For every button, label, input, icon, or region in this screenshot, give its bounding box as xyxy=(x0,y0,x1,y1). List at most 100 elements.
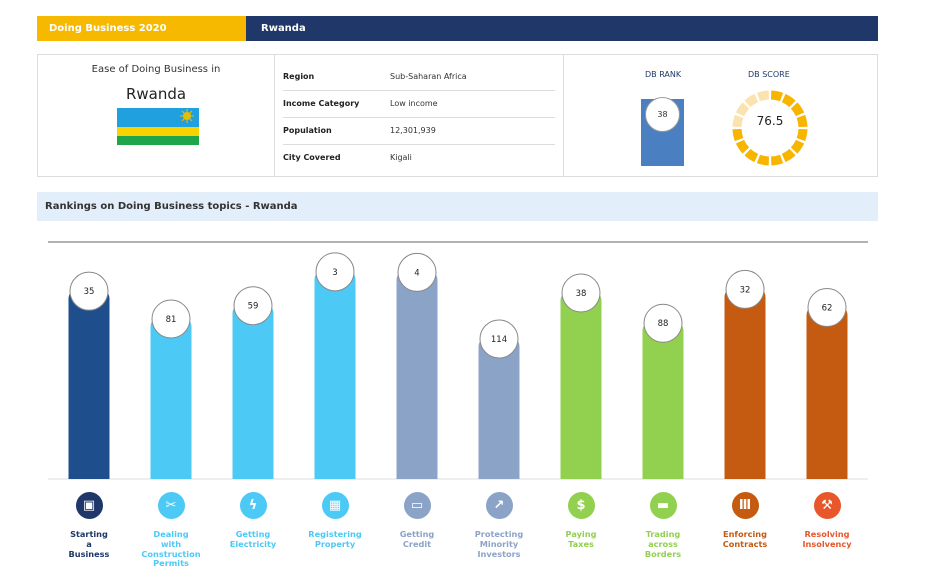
info-value: Sub-Saharan Africa xyxy=(390,72,467,81)
rwanda-flag-icon xyxy=(117,108,199,145)
rankings-title: Rankings on Doing Business topics - Rwan… xyxy=(37,192,878,221)
info-value: 12,301,939 xyxy=(390,126,436,135)
info-label: Population xyxy=(283,126,332,135)
bar-value-label: 114 xyxy=(491,335,507,345)
topic-label: Resolving Insolvency xyxy=(791,529,863,550)
truck-icon: ▬ xyxy=(649,492,677,519)
bar xyxy=(396,272,438,479)
topic-label: Trading across Borders xyxy=(627,529,699,559)
topic-label: Registering Property xyxy=(299,529,371,550)
bar xyxy=(232,305,274,479)
topic-label-line: Registering xyxy=(308,529,362,539)
bar-value-label: 4 xyxy=(414,268,419,278)
info-row-income: Income Category Low income xyxy=(283,90,555,118)
topic-label-line: Trading xyxy=(645,529,681,539)
bar-value-label: 32 xyxy=(740,285,751,295)
topic-label: Protecting Minority Investors xyxy=(463,529,535,559)
topic-label-line: Protecting xyxy=(474,529,524,539)
gauge-segment xyxy=(796,114,808,128)
bar-value-label: 59 xyxy=(248,302,259,312)
topic-label-line: with xyxy=(160,538,182,549)
ease-panel: Ease of Doing Business in Rwanda xyxy=(38,55,275,176)
gauge-segment xyxy=(796,128,808,142)
top-banner: Doing Business 2020 Rwanda xyxy=(37,16,878,41)
trend-icon: ↗ xyxy=(485,492,513,519)
lightning-icon: ϟ xyxy=(239,492,267,519)
info-value: Low income xyxy=(390,99,438,108)
topic-label-line: Taxes xyxy=(568,538,594,549)
topic-label-line: Dealing xyxy=(153,529,189,539)
economy-summary: Ease of Doing Business in Rwanda Region … xyxy=(37,54,878,177)
info-value: Kigali xyxy=(390,153,412,162)
bar-label-circle xyxy=(807,288,847,328)
gauge-segment xyxy=(732,128,744,142)
ease-title: Ease of Doing Business in xyxy=(91,64,221,75)
info-row-population: Population 12,301,939 xyxy=(283,117,555,145)
courthouse-icon: Ⅲ xyxy=(731,492,759,519)
topic-label-line: Minority xyxy=(479,538,519,549)
topic-label: Getting Electricity xyxy=(217,529,289,550)
gauge-segment xyxy=(756,90,770,102)
bar xyxy=(560,292,602,479)
bar-value-label: 88 xyxy=(658,319,669,329)
topic-label: Enforcing Contracts xyxy=(709,529,781,550)
bar-value-label: 3 xyxy=(332,268,337,278)
topic-label-line: Construction xyxy=(141,548,201,559)
topic-label-line: Investors xyxy=(477,548,521,559)
bar-label-circle xyxy=(151,299,191,339)
bar-label-circle xyxy=(479,319,519,359)
gauge-segment xyxy=(735,139,750,154)
gauge-segment xyxy=(744,148,759,163)
topic-label-line: Credit xyxy=(402,538,432,549)
bar xyxy=(150,319,192,479)
gauge-segment xyxy=(744,93,759,108)
gauge-segment xyxy=(781,93,796,108)
topic-label-line: Borders xyxy=(644,548,682,559)
bar-value-label: 38 xyxy=(576,289,587,299)
info-row-city: City Covered Kigali xyxy=(283,144,555,171)
topic-label-line: across xyxy=(648,538,678,549)
topic-label-line: Getting xyxy=(399,529,435,539)
bar-value-label: 62 xyxy=(822,304,833,314)
info-label: City Covered xyxy=(283,153,341,162)
topic-label: Getting Credit xyxy=(381,529,453,550)
property-icon: ▦ xyxy=(321,492,349,519)
bar-value-label: 35 xyxy=(84,287,95,297)
info-label: Region xyxy=(283,72,315,81)
bar-label-circle xyxy=(643,303,683,343)
bar xyxy=(724,289,766,479)
economy-info-table: Region Sub-Saharan Africa Income Categor… xyxy=(275,55,564,176)
bar-value-label: 81 xyxy=(166,315,177,325)
gauge-segment xyxy=(790,102,805,117)
gauge-segment xyxy=(770,154,784,166)
topic-label-line: Contracts xyxy=(722,538,768,549)
report-title: Doing Business 2020 xyxy=(37,16,246,41)
gauge-segment xyxy=(781,148,796,163)
topic-label: Paying Taxes xyxy=(545,529,617,550)
topic-label-line: a xyxy=(86,538,92,549)
topic-label-line: Insolvency xyxy=(802,538,852,549)
info-row-region: Region Sub-Saharan Africa xyxy=(283,63,555,91)
topic-label-line: Enforcing xyxy=(723,529,767,539)
gauge-segment xyxy=(735,102,750,117)
topic-label-line: Permits xyxy=(153,558,189,569)
gauge-segment xyxy=(770,90,784,102)
bar xyxy=(642,323,684,479)
bar-label-circle xyxy=(233,286,273,326)
topic-label-line: Electricity xyxy=(229,538,277,549)
money-icon: $ xyxy=(567,492,595,519)
gauge-segment xyxy=(756,154,770,166)
bar xyxy=(806,307,848,479)
topic-label-line: Getting xyxy=(235,529,271,539)
gavel-icon: ⚒ xyxy=(813,492,841,519)
topic-label-line: Paying xyxy=(565,529,597,539)
economy-name: Rwanda xyxy=(246,16,878,41)
topic-label-line: Resolving xyxy=(804,529,850,539)
bar-label-circle xyxy=(315,252,355,292)
rank-score-panel: DB RANK 38 DB SCORE 76.5 xyxy=(564,55,877,176)
bar-label-circle xyxy=(561,273,601,313)
bar xyxy=(478,338,520,479)
country-name: Rwanda xyxy=(125,85,187,103)
db-score-gauge xyxy=(732,90,808,166)
